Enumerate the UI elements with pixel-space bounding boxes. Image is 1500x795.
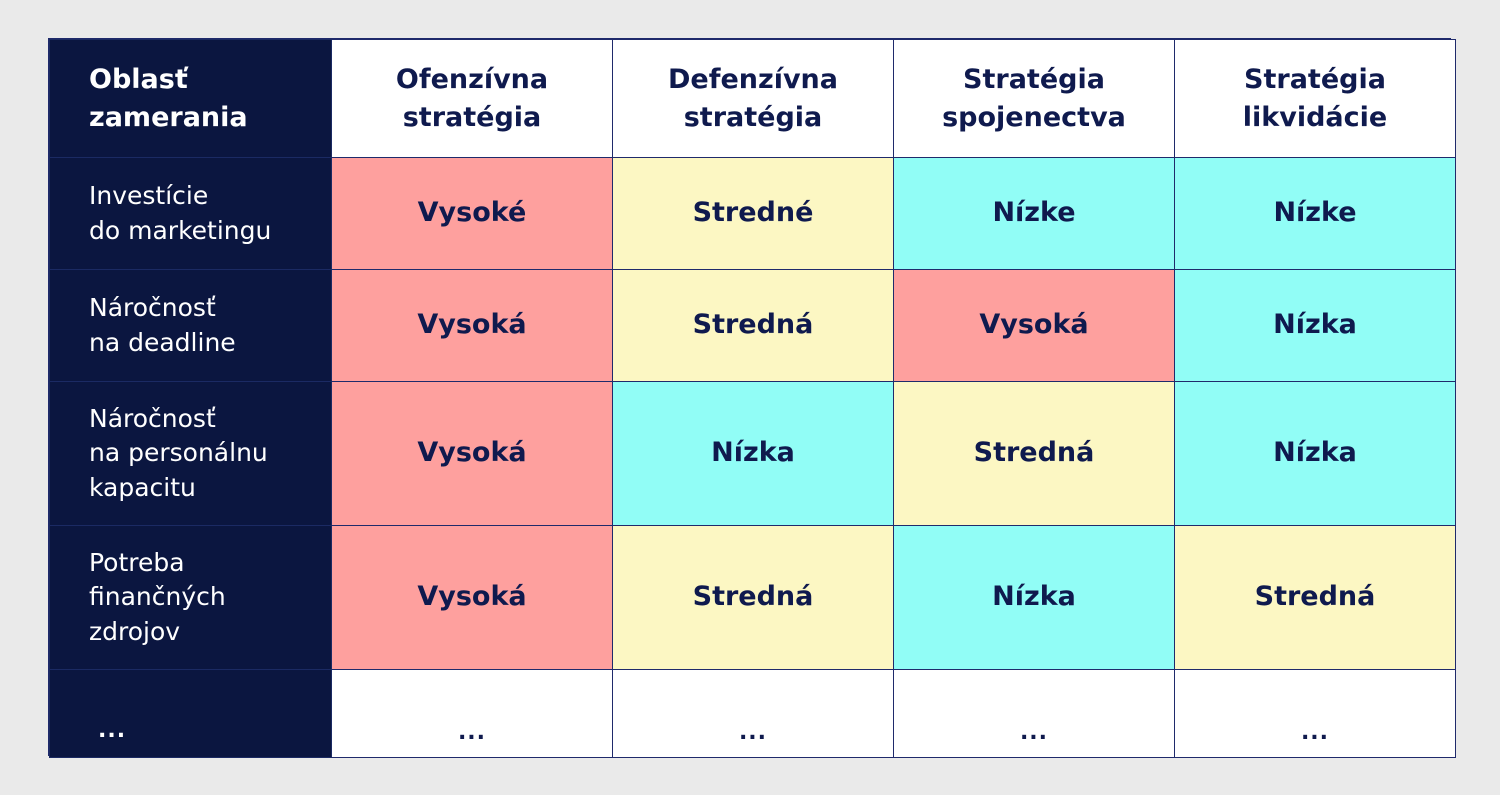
table-cell: Vysoká (331, 269, 613, 382)
table-cell: Stredná (612, 269, 894, 382)
row-label-marketing: Investície do marketingu (49, 157, 332, 270)
row-label-more: ... (49, 669, 332, 758)
strategy-comparison-table: Oblasť zamerania Ofenzívna stratégia Def… (48, 38, 1456, 758)
table-header-row: Oblasť zamerania Ofenzívna stratégia Def… (49, 39, 1456, 158)
table-cell: Stredná (612, 525, 894, 670)
table-cell: Vysoká (331, 381, 613, 526)
table-row: Investície do marketingu Vysoké Stredné … (49, 157, 1456, 270)
table-cell: Nízka (1174, 381, 1456, 526)
header-focus-area: Oblasť zamerania (49, 39, 332, 158)
header-liquidation-strategy: Stratégia likvidácie (1174, 39, 1456, 158)
table-cell: Vysoká (331, 525, 613, 670)
table-cell: Nízke (893, 157, 1175, 270)
table-cell: ... (893, 669, 1175, 758)
table-cell: ... (331, 669, 613, 758)
row-label-deadline: Náročnosť na deadline (49, 269, 332, 382)
table-row: Potreba finančných zdrojov Vysoká Stredn… (49, 525, 1456, 670)
ellipsis-text: ... (1300, 720, 1330, 746)
table-row: Náročnosť na deadline Vysoká Stredná Vys… (49, 269, 1456, 382)
table-row: ... ... ... ... ... (49, 669, 1456, 758)
table-cell: ... (1174, 669, 1456, 758)
table-cell: Nízke (1174, 157, 1456, 270)
ellipsis-text: ... (98, 718, 127, 744)
header-offensive-strategy: Ofenzívna stratégia (331, 39, 613, 158)
ellipsis-text: ... (1019, 720, 1049, 746)
table-cell: Nízka (612, 381, 894, 526)
table-cell: Nízka (1174, 269, 1456, 382)
table-cell: ... (612, 669, 894, 758)
table-cell: Stredná (893, 381, 1175, 526)
table-cell: Stredné (612, 157, 894, 270)
ellipsis-text: ... (457, 720, 487, 746)
ellipsis-text: ... (738, 720, 768, 746)
header-defensive-strategy: Defenzívna stratégia (612, 39, 894, 158)
table-cell: Stredná (1174, 525, 1456, 670)
row-label-personnel: Náročnosť na personálnu kapacitu (49, 381, 332, 526)
header-alliance-strategy: Stratégia spojenectva (893, 39, 1175, 158)
table-cell: Vysoká (893, 269, 1175, 382)
table-cell: Vysoké (331, 157, 613, 270)
table-row: Náročnosť na personálnu kapacitu Vysoká … (49, 381, 1456, 526)
table-cell: Nízka (893, 525, 1175, 670)
strategy-table: Oblasť zamerania Ofenzívna stratégia Def… (49, 39, 1456, 758)
row-label-finance: Potreba finančných zdrojov (49, 525, 332, 670)
